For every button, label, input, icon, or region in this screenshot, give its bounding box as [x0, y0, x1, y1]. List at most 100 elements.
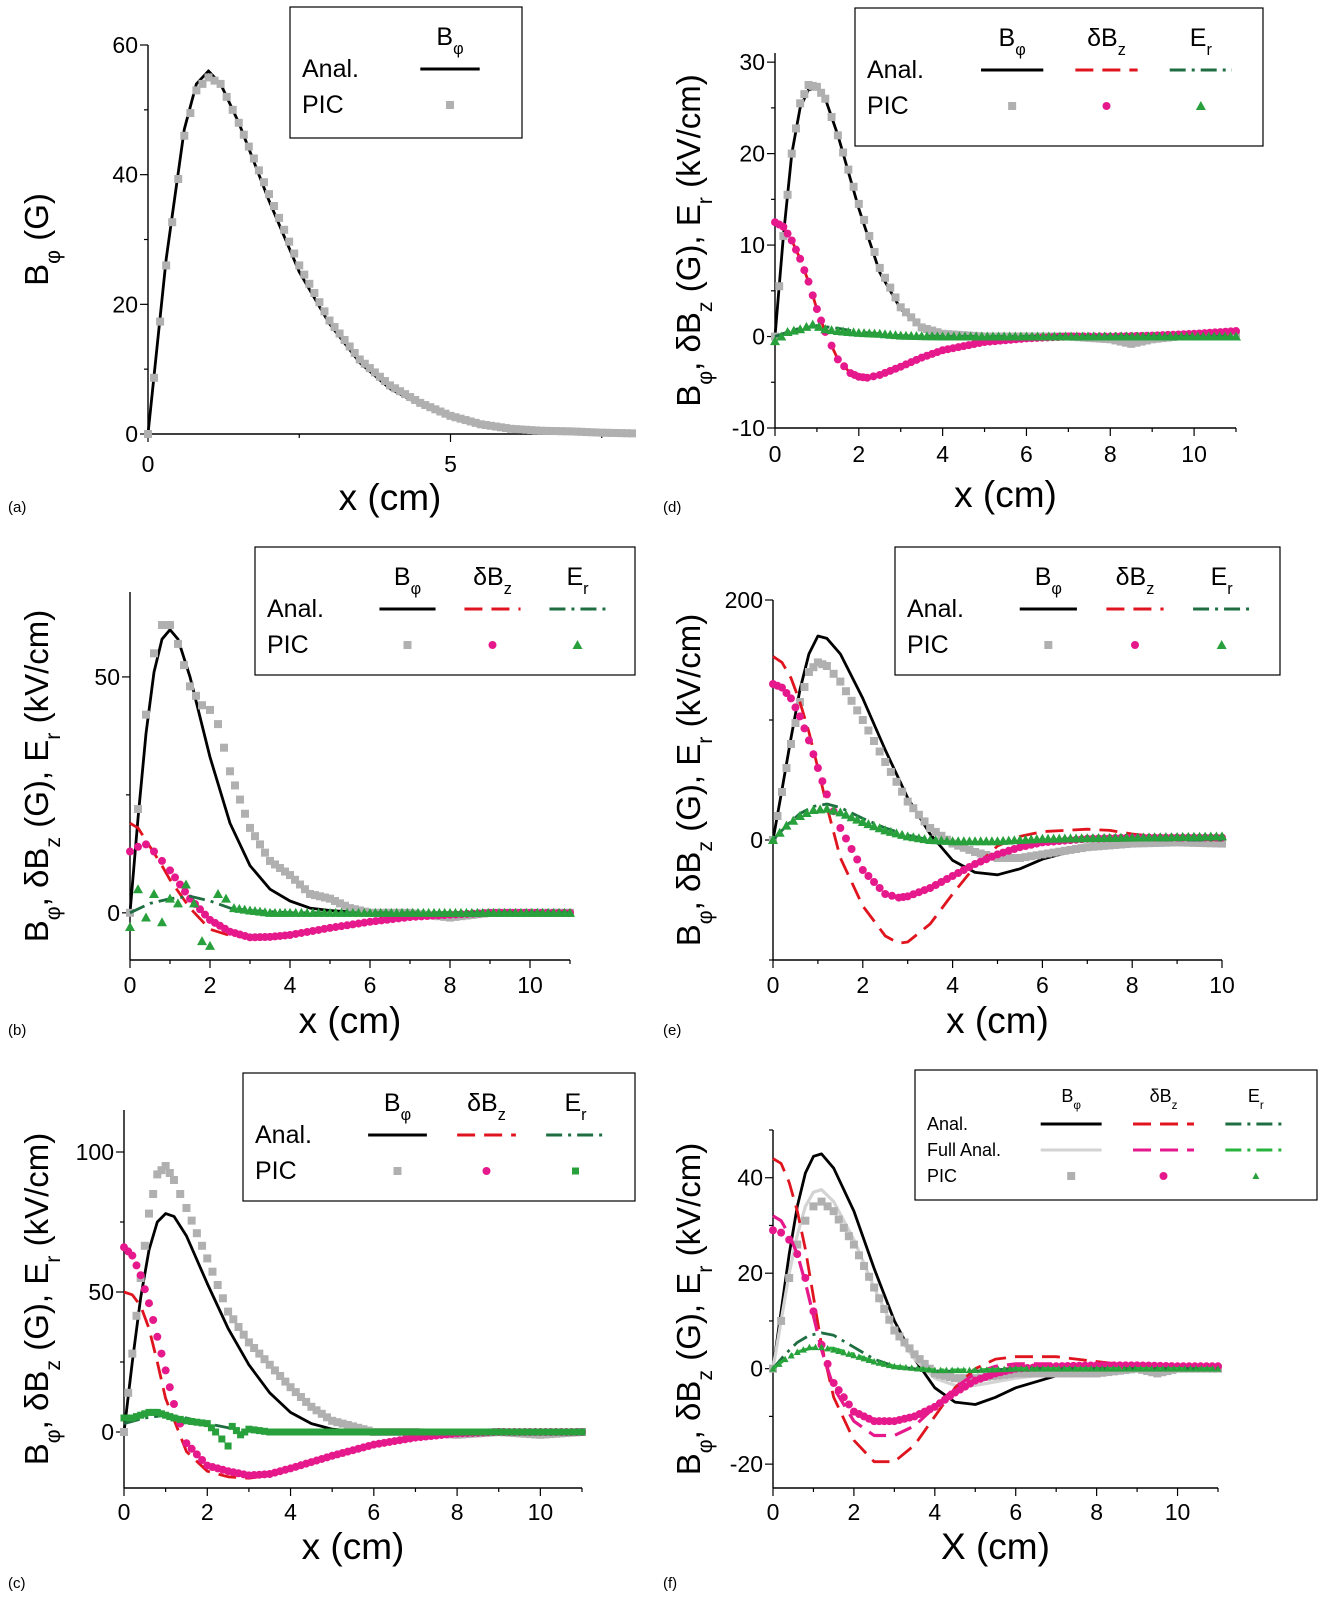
- series-b-anal-line: [771, 1152, 1219, 1406]
- x-tick-label: 2: [848, 1499, 861, 1525]
- data-point: [1131, 1365, 1139, 1372]
- data-point: [857, 817, 868, 826]
- data-point: [486, 421, 495, 430]
- data-point: [165, 893, 175, 903]
- data-point: [1000, 1365, 1008, 1373]
- data-point: [251, 832, 259, 841]
- data-point: [875, 884, 884, 892]
- data-point: [241, 1428, 249, 1436]
- data-point: [401, 390, 410, 399]
- data-point: [326, 894, 334, 903]
- data-point: [1127, 339, 1136, 348]
- data-point: [507, 424, 515, 433]
- data-point: [149, 1316, 158, 1324]
- data-point: [182, 1204, 191, 1212]
- data-point: [793, 1250, 802, 1259]
- series-b-pic-markers: [144, 73, 636, 438]
- data-point: [865, 231, 874, 240]
- data-point: [149, 1408, 157, 1416]
- data-point: [960, 1366, 968, 1374]
- data-point: [507, 1428, 515, 1436]
- data-point: [469, 1428, 477, 1436]
- x-tick-label: 8: [1090, 1499, 1103, 1525]
- data-point: [518, 1428, 526, 1436]
- data-point: [323, 1428, 331, 1436]
- data-point: [250, 1426, 258, 1434]
- data-point: [134, 842, 142, 851]
- data-point: [218, 1294, 227, 1303]
- series-bz-pic-markers: [771, 218, 1240, 382]
- legend-column-header: δBz: [1116, 563, 1155, 598]
- data-point: [804, 277, 813, 286]
- data-point: [182, 1439, 191, 1448]
- data-point: [777, 1316, 786, 1325]
- data-point: [471, 418, 480, 427]
- data-point: [124, 1388, 133, 1397]
- data-point: [1081, 1369, 1090, 1378]
- data-point: [136, 1271, 145, 1280]
- data-point: [157, 1349, 166, 1358]
- data-point: [420, 1428, 428, 1436]
- data-point: [346, 904, 354, 913]
- data-point: [807, 319, 818, 329]
- data-point: [808, 81, 817, 90]
- data-point: [840, 1348, 848, 1356]
- data-point: [1094, 842, 1103, 851]
- data-point: [359, 1428, 367, 1436]
- data-point: [212, 1428, 220, 1436]
- legend-marker-sample: [1067, 1172, 1076, 1180]
- x-tick-label: 10: [528, 1499, 554, 1525]
- data-point: [232, 1427, 240, 1435]
- data-point: [259, 178, 268, 187]
- data-point: [409, 1428, 417, 1436]
- data-point: [896, 303, 905, 312]
- data-point: [236, 795, 244, 804]
- legend-box: [894, 546, 1281, 676]
- data-point: [785, 1273, 794, 1282]
- data-point: [436, 407, 445, 416]
- data-point: [171, 873, 179, 882]
- data-point: [128, 1349, 137, 1358]
- data-point: [1017, 1369, 1026, 1378]
- data-point: [1109, 1365, 1117, 1372]
- data-point: [1181, 1365, 1189, 1372]
- data-point: [271, 1428, 279, 1436]
- data-point: [1028, 1365, 1036, 1372]
- data-point: [818, 1343, 826, 1351]
- data-point: [1049, 848, 1058, 857]
- data-point: [360, 359, 369, 368]
- data-point: [562, 427, 571, 436]
- data-point: [120, 1414, 128, 1422]
- data-point: [261, 848, 269, 857]
- data-point: [920, 1359, 929, 1368]
- y-axis-label: Bφ (G): [18, 193, 65, 286]
- data-point: [142, 840, 150, 849]
- legend-marker-sample: [572, 1167, 579, 1175]
- data-point: [228, 105, 237, 114]
- data-point: [250, 1344, 259, 1352]
- data-point: [551, 1428, 559, 1436]
- legend-column-header: Bφ: [1061, 1086, 1081, 1112]
- x-tick-label: 0: [767, 972, 780, 998]
- data-point: [527, 426, 536, 435]
- y-tick-label: 60: [112, 32, 138, 58]
- legend-column-header: δBz: [1150, 1086, 1178, 1112]
- data-point: [809, 1307, 818, 1316]
- x-tick-label: 10: [1165, 1499, 1191, 1525]
- data-point: [442, 1428, 450, 1436]
- data-point: [954, 1366, 962, 1374]
- data-point: [1032, 851, 1041, 860]
- data-point: [769, 1226, 777, 1235]
- data-point: [1105, 841, 1114, 850]
- data-point: [513, 1428, 521, 1436]
- data-point: [535, 1428, 543, 1436]
- data-point: [375, 1428, 383, 1436]
- y-tick-label: 0: [125, 421, 138, 447]
- data-point: [1175, 1365, 1183, 1372]
- data-point: [128, 1414, 136, 1422]
- data-point: [132, 1261, 141, 1270]
- data-point: [828, 805, 839, 815]
- y-tick-label: -20: [730, 1451, 763, 1477]
- data-point: [597, 428, 606, 437]
- data-point: [203, 1420, 211, 1428]
